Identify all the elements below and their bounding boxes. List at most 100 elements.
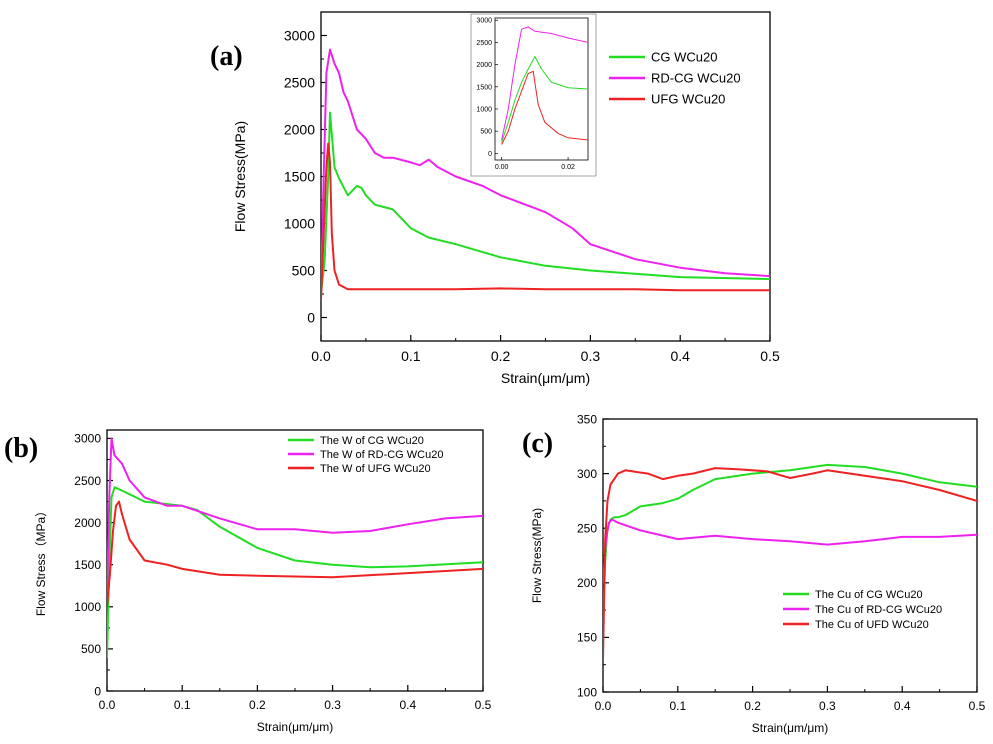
series-group [321,48,770,302]
data-point [410,288,412,291]
inset-series-line-1 [501,55,588,143]
data-point [589,288,592,291]
inset-y-tick-label: 500 [480,129,492,136]
data-point [624,469,627,472]
data-point [325,166,328,168]
x-tick-label: 0.5 [969,699,986,713]
data-point [677,497,679,500]
data-point [321,299,322,302]
data-point [256,547,259,549]
data-point [789,477,791,479]
data-point [639,505,642,508]
legend-entry: RD-CG WCu20 [651,71,741,86]
data-point [617,521,619,524]
legend-entry: The Cu of RD-CG WCu20 [815,604,942,616]
data-point [617,472,619,475]
data-point [428,236,430,239]
inset-y-tick-label: 1000 [476,106,492,113]
x-tick-label: 0.2 [249,698,266,712]
data-point [454,243,457,245]
series-line-1 [603,463,977,627]
data-point [128,479,131,482]
data-point [677,475,679,477]
data-point [608,521,610,524]
data-point [679,276,681,278]
x-tick-label: 0.1 [174,698,191,712]
data-point [826,469,829,472]
data-point [864,475,866,477]
data-point [482,561,483,563]
data-point [677,538,679,540]
data-point [108,496,111,499]
data-point [342,91,345,93]
x-tick-label: 0.4 [670,348,690,364]
data-point [121,489,123,492]
data-point [369,566,372,568]
data-point [662,502,664,504]
series-group [107,437,483,659]
y-axis-label: Flow Stress（MPa） [34,505,48,616]
inset-x-tick-label: 0.00 [495,164,509,171]
legend-entry: CG WCu20 [651,50,717,65]
data-point [901,480,903,483]
data-point [219,526,221,528]
data-point [333,166,336,168]
panel-label: (a) [210,41,243,72]
data-point [327,142,330,145]
data-point [692,472,694,475]
data-point [789,469,791,472]
data-point [736,468,739,471]
y-tick-label: 500 [81,642,101,656]
data-point [826,543,829,546]
x-tick-label: 0.0 [99,698,116,712]
data-point [407,572,409,574]
x-tick-label: 0.3 [324,698,341,712]
x-tick-label: 0.3 [819,699,836,713]
data-point [544,211,547,213]
y-tick-label: 2000 [284,122,315,138]
inset-series-line-2 [501,26,588,141]
data-point [338,283,340,286]
data-point [107,656,108,659]
inset-series-group [501,26,588,145]
x-tick-label: 0.0 [595,699,612,713]
data-point [360,187,363,189]
data-point [544,288,547,291]
x-tick-label: 0.1 [669,699,686,713]
y-tick-label: 3000 [284,28,315,44]
data-point [374,203,376,206]
inset-y-tick-label: 2500 [476,40,492,47]
data-point [606,500,609,502]
data-point [392,208,394,211]
data-point [256,574,259,577]
data-point [589,243,592,245]
data-point [864,540,866,543]
data-point [769,289,770,291]
data-point [662,478,664,480]
data-point [679,266,681,269]
data-point [331,563,334,566]
y-tick-label: 3000 [74,432,101,446]
data-point [454,175,457,178]
data-point [365,138,367,140]
data-point [331,531,334,534]
x-tick-label: 0.4 [894,699,911,713]
inset-y-tick-label: 1500 [476,84,492,91]
data-point [938,481,941,484]
data-point [219,517,221,520]
data-point [603,658,604,660]
y-tick-label: 1000 [74,600,101,614]
data-point [331,133,333,135]
data-point [499,256,502,259]
data-point [166,563,168,566]
data-point [325,72,328,74]
data-point [329,161,331,164]
y-tick-label: 0 [307,310,315,326]
inset-y-tick-label: 3000 [476,18,492,25]
x-tick-label: 0.3 [581,348,601,364]
data-point [679,289,681,292]
data-point [143,496,146,499]
x-tick-label: 0.2 [491,348,511,364]
y-tick-label: 500 [292,263,316,279]
